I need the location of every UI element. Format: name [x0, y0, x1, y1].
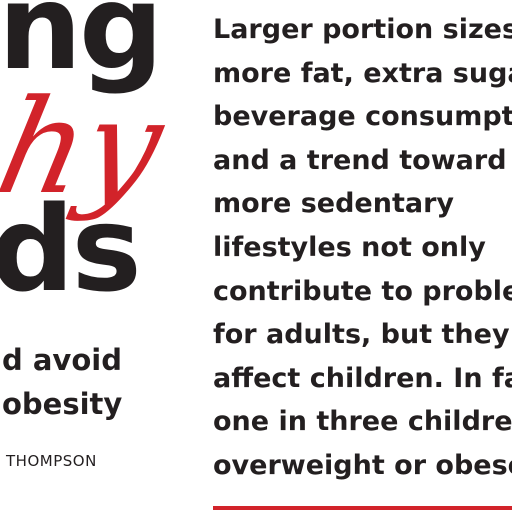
body-line: contribute to probler [213, 275, 512, 307]
body-line: lifestyles not only [213, 231, 486, 263]
body-line: more fat, extra suga [213, 57, 512, 89]
body-line: beverage consumpti [213, 101, 512, 133]
body-line: for adults, but they c [213, 319, 512, 351]
body-line: Larger portion sizes, [213, 14, 512, 45]
subhead-line: d avoid [2, 343, 122, 377]
byline: THOMPSON [6, 452, 97, 470]
red-rule [213, 506, 512, 510]
subhead-line: obesity [2, 387, 123, 421]
body-text: Larger portion sizes, more fat, extra sug… [213, 8, 512, 488]
body-line: more sedentary [213, 188, 454, 220]
headline-top: ng [0, 0, 163, 96]
headline-bottom: ds [0, 180, 142, 318]
body-line: overweight or obese. [213, 449, 512, 481]
body-line: and a trend toward [213, 144, 507, 176]
body-line: affect children. In fa [213, 362, 512, 394]
body-line: one in three children [213, 406, 512, 438]
